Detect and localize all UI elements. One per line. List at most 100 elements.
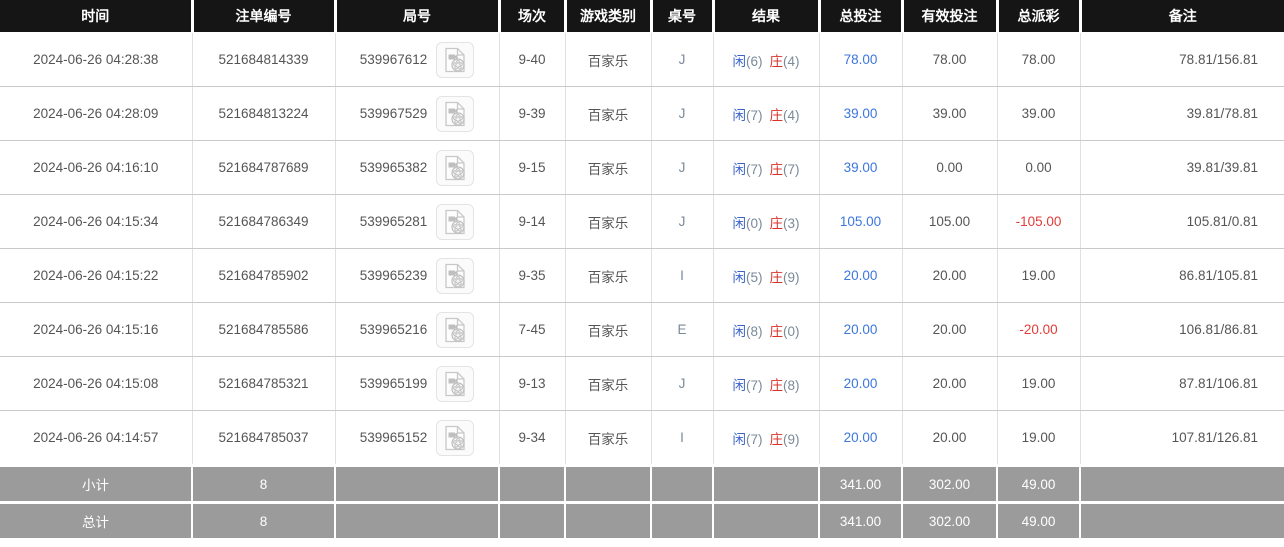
result-banker-label: 庄 [769, 323, 784, 339]
total-empty-round [335, 502, 500, 541]
result-banker-count: (8) [783, 377, 800, 393]
cell-game-type: 百家乐 [565, 410, 652, 466]
video-replay-button[interactable] [436, 419, 475, 456]
result-player-label: 闲 [732, 215, 747, 231]
round-number: 539965382 [359, 160, 428, 175]
round-number: 539965216 [359, 322, 428, 337]
cell-time: 2024-06-26 04:28:09 [0, 86, 193, 141]
cell-game-type: 百家乐 [565, 302, 652, 357]
video-file-icon [445, 209, 465, 234]
result-banker-count: (4) [783, 53, 800, 69]
result-player-label: 闲 [732, 161, 747, 177]
cell-total-payout: 0.00 [997, 140, 1081, 195]
video-replay-button[interactable] [436, 95, 475, 132]
cell-session: 9-40 [499, 32, 566, 87]
result-player-count: (7) [746, 107, 763, 123]
subtotal-total-bet: 341.00 [819, 464, 903, 504]
total-count: 8 [192, 502, 336, 541]
video-file-icon [445, 317, 465, 342]
video-replay-button[interactable] [436, 311, 475, 348]
video-file-icon [445, 425, 465, 450]
result-banker-count: (7) [783, 161, 800, 177]
cell-remark: 78.81/156.81 [1080, 32, 1284, 87]
result-player-label: 闲 [732, 377, 747, 393]
total-row: 总计 8 341.00 302.00 49.00 [0, 502, 1284, 541]
cell-bet-id: 521684785902 [192, 248, 336, 303]
subtotal-empty-game [565, 464, 652, 504]
cell-game-type: 百家乐 [565, 86, 652, 141]
cell-round-id: 539967612 [335, 32, 500, 87]
video-replay-button[interactable] [436, 365, 475, 402]
video-file-icon [445, 101, 465, 126]
result-banker-label: 庄 [769, 431, 784, 447]
result-player-count: (5) [746, 269, 763, 285]
cell-bet-id: 521684785037 [192, 410, 336, 466]
round-number: 539965199 [359, 376, 428, 391]
cell-table-no: J [651, 140, 714, 195]
col-header-remark: 备注 [1080, 0, 1284, 33]
cell-remark: 39.81/39.81 [1080, 140, 1284, 195]
cell-time: 2024-06-26 04:15:34 [0, 194, 193, 249]
cell-valid-bet: 0.00 [902, 140, 998, 195]
col-header-total-bet: 总投注 [819, 0, 904, 33]
subtotal-empty-table [651, 464, 714, 504]
cell-total-bet: 20.00 [819, 302, 903, 357]
cell-bet-id: 521684786349 [192, 194, 336, 249]
cell-round-id: 539967529 [335, 86, 500, 141]
cell-time: 2024-06-26 04:16:10 [0, 140, 193, 195]
cell-round-id: 539965216 [335, 302, 500, 357]
cell-game-type: 百家乐 [565, 32, 652, 87]
video-replay-button[interactable] [436, 257, 475, 294]
video-replay-button[interactable] [436, 149, 475, 186]
cell-time: 2024-06-26 04:28:38 [0, 32, 193, 87]
cell-valid-bet: 39.00 [902, 86, 998, 141]
subtotal-empty-remark [1080, 464, 1284, 504]
cell-round-id: 539965239 [335, 248, 500, 303]
cell-total-payout: 39.00 [997, 86, 1081, 141]
total-total-bet: 341.00 [819, 502, 903, 541]
cell-result: 闲(0) 庄(3) [713, 194, 820, 249]
cell-round-id: 539965281 [335, 194, 500, 249]
cell-time: 2024-06-26 04:15:16 [0, 302, 193, 357]
cell-bet-id: 521684787689 [192, 140, 336, 195]
cell-result: 闲(7) 庄(4) [713, 86, 820, 141]
cell-result: 闲(7) 庄(9) [713, 410, 820, 466]
cell-result: 闲(5) 庄(9) [713, 248, 820, 303]
table-row: 2024-06-26 04:28:09 521684813224 5399675… [0, 86, 1284, 141]
video-file-icon [445, 263, 465, 288]
cell-bet-id: 521684813224 [192, 86, 336, 141]
col-header-valid-bet: 有效投注 [902, 0, 999, 33]
cell-session: 9-13 [499, 356, 566, 411]
cell-total-payout: -105.00 [997, 194, 1081, 249]
cell-game-type: 百家乐 [565, 248, 652, 303]
total-empty-result [713, 502, 820, 541]
col-header-bet-id: 注单编号 [192, 0, 337, 33]
subtotal-empty-result [713, 464, 820, 504]
result-player-count: (7) [746, 377, 763, 393]
video-replay-button[interactable] [436, 41, 475, 78]
cell-bet-id: 521684785321 [192, 356, 336, 411]
total-label: 总计 [0, 502, 193, 541]
cell-remark: 87.81/106.81 [1080, 356, 1284, 411]
result-banker-count: (3) [783, 215, 800, 231]
table-row: 2024-06-26 04:14:57 521684785037 5399651… [0, 410, 1284, 466]
cell-total-bet: 39.00 [819, 86, 903, 141]
table-row: 2024-06-26 04:15:22 521684785902 5399652… [0, 248, 1284, 303]
cell-valid-bet: 20.00 [902, 248, 998, 303]
result-player-label: 闲 [732, 53, 747, 69]
table-row: 2024-06-26 04:15:16 521684785586 5399652… [0, 302, 1284, 357]
round-number: 539965239 [359, 268, 428, 283]
cell-time: 2024-06-26 04:15:08 [0, 356, 193, 411]
col-header-table-no: 桌号 [651, 0, 715, 33]
cell-valid-bet: 20.00 [902, 410, 998, 466]
video-replay-button[interactable] [436, 203, 475, 240]
total-total-payout: 49.00 [997, 502, 1081, 541]
cell-result: 闲(7) 庄(8) [713, 356, 820, 411]
col-header-session: 场次 [499, 0, 567, 33]
result-player-count: (7) [746, 431, 763, 447]
cell-valid-bet: 105.00 [902, 194, 998, 249]
table-body: 2024-06-26 04:28:38 521684814339 5399676… [0, 32, 1284, 466]
cell-time: 2024-06-26 04:14:57 [0, 410, 193, 466]
result-player-label: 闲 [732, 431, 747, 447]
